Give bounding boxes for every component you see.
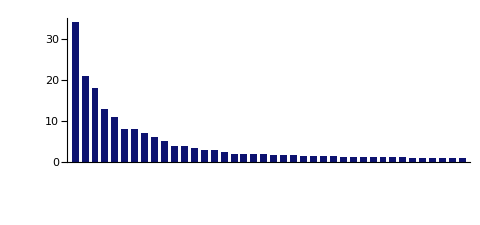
Bar (350, 157, 357, 162)
Bar (171, 146, 178, 162)
Bar (131, 129, 138, 162)
Bar (270, 155, 277, 162)
Bar (399, 158, 407, 162)
Bar (181, 146, 188, 162)
Bar (429, 158, 436, 162)
Bar (419, 158, 426, 162)
Bar (320, 156, 327, 162)
Bar (191, 148, 198, 162)
Bar (72, 22, 79, 162)
Bar (260, 154, 267, 162)
Bar (409, 158, 416, 162)
Bar (141, 133, 148, 162)
Bar (449, 158, 456, 162)
Bar (221, 152, 228, 162)
Bar (310, 156, 317, 162)
Bar (211, 150, 217, 162)
Bar (370, 157, 376, 162)
Bar (161, 142, 168, 162)
Bar (82, 76, 88, 162)
Bar (92, 88, 98, 162)
Bar (201, 150, 208, 162)
Bar (290, 155, 297, 162)
Bar (380, 157, 386, 162)
Bar (439, 158, 446, 162)
Bar (151, 137, 158, 162)
Bar (300, 156, 307, 162)
Bar (230, 154, 238, 162)
Bar (340, 157, 347, 162)
Bar (101, 108, 108, 162)
Bar (240, 154, 248, 162)
Bar (111, 117, 119, 162)
Bar (330, 156, 337, 162)
Bar (459, 158, 466, 162)
Bar (121, 129, 128, 162)
Bar (360, 157, 367, 162)
Bar (280, 155, 287, 162)
Bar (251, 154, 257, 162)
Bar (389, 158, 396, 162)
